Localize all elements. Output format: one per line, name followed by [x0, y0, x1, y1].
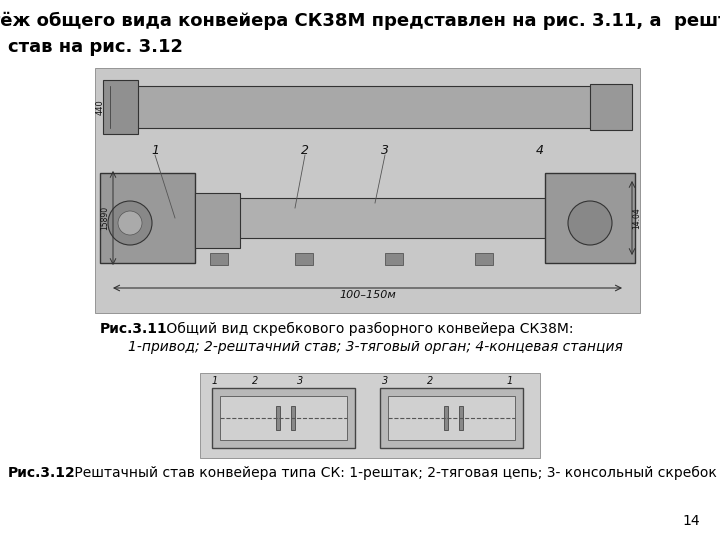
Bar: [125, 198, 605, 238]
Text: Рештачный став конвейера типа СК: 1-рештак; 2-тяговая цепь; 3- консольный скребо: Рештачный став конвейера типа СК: 1-решт…: [70, 466, 717, 480]
Bar: [125, 86, 605, 128]
Text: став на рис. 3.12: став на рис. 3.12: [8, 38, 183, 56]
Bar: [459, 406, 463, 430]
Bar: [444, 406, 449, 430]
Bar: [295, 253, 313, 265]
Circle shape: [118, 211, 142, 235]
Bar: [291, 406, 294, 430]
Circle shape: [568, 201, 612, 245]
Text: 2: 2: [252, 376, 258, 386]
Bar: [212, 388, 355, 448]
Bar: [475, 253, 493, 265]
Text: 1: 1: [151, 144, 159, 157]
Text: 3: 3: [381, 144, 389, 157]
Text: Общий вид скребкового разборного конвейера СК38М:: Общий вид скребкового разборного конвейе…: [162, 322, 574, 336]
Bar: [388, 396, 515, 440]
Text: 4: 4: [536, 144, 544, 157]
Bar: [385, 253, 403, 265]
Circle shape: [108, 201, 152, 245]
Bar: [200, 373, 540, 458]
Bar: [545, 173, 635, 263]
Bar: [590, 84, 632, 130]
Text: 2: 2: [301, 144, 309, 157]
Bar: [95, 318, 640, 368]
Bar: [210, 253, 228, 265]
Text: 3: 3: [382, 376, 388, 386]
Bar: [380, 388, 523, 448]
Bar: [220, 396, 347, 440]
Bar: [195, 193, 240, 248]
Text: Чертёж общего вида конвейера СК38М представлен на рис. 3.11, а  рештачный: Чертёж общего вида конвейера СК38М предс…: [0, 12, 720, 30]
Bar: [100, 173, 195, 263]
Text: 15890: 15890: [101, 206, 109, 230]
Text: Рис.3.11: Рис.3.11: [100, 322, 168, 336]
Text: 14.04: 14.04: [632, 207, 642, 229]
Text: 2: 2: [427, 376, 433, 386]
Text: 1: 1: [212, 376, 218, 386]
Text: 1-привод; 2-рештачний став; 3-тяговый орган; 4-концевая станция: 1-привод; 2-рештачний став; 3-тяговый ор…: [128, 340, 623, 354]
Text: Рис.3.12: Рис.3.12: [8, 466, 76, 480]
Text: 3: 3: [297, 376, 303, 386]
Text: 14: 14: [683, 514, 700, 528]
Text: 1: 1: [507, 376, 513, 386]
Bar: [95, 68, 640, 313]
Bar: [276, 406, 280, 430]
Text: 100–150м: 100–150м: [339, 290, 396, 300]
Bar: [103, 80, 138, 134]
Text: 440: 440: [96, 99, 104, 115]
